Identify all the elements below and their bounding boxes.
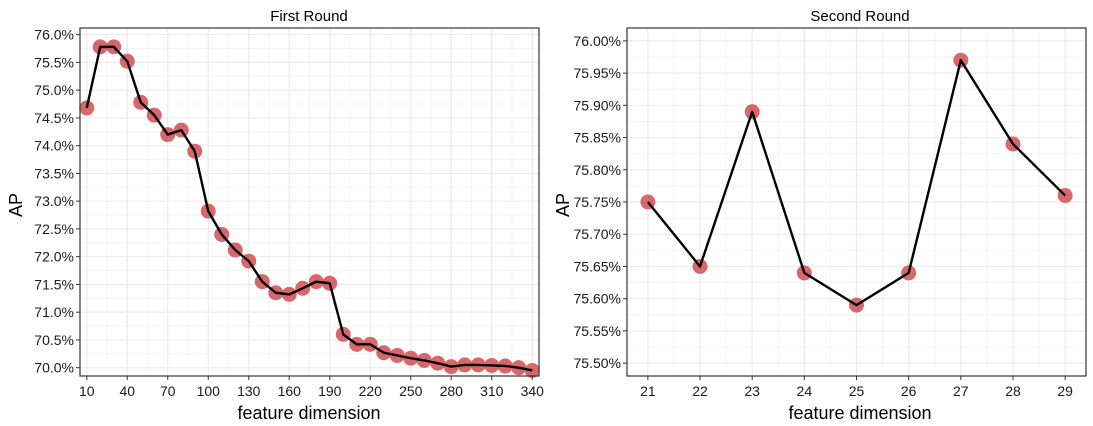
grid-lines [627,28,1086,376]
x-tick-label: 22 [692,383,708,399]
y-tick-label: 71.5% [34,276,74,292]
x-tick-label: 23 [744,383,760,399]
x-tick-label: 220 [359,383,383,399]
y-tick-label: 75.65% [574,258,621,274]
x-tick-label: 130 [237,383,261,399]
x-tick-label: 21 [640,383,656,399]
x-axis-title-first-round: feature dimension [237,403,380,423]
series-line [85,45,533,372]
x-axis-title-second-round: feature dimension [788,403,931,423]
y-tick-label: 75.5% [34,54,74,70]
x-tick-label: 70 [160,383,176,399]
x-tick-label: 340 [521,383,545,399]
y-tick-label: 75.60% [574,291,621,307]
panel-title-first-round: First Round [270,8,348,25]
y-tick-label: 70.0% [34,360,74,376]
axes: 10 40 70 100 130 160 190 220 250 280 310 340 70.0% 70… [34,27,544,399]
x-tick-label: 100 [197,383,221,399]
y-tick-label: 74.5% [34,110,74,126]
x-tick-label: 250 [399,383,423,399]
panel-title-second-round: Second Round [810,8,909,25]
x-tick-label: 160 [278,383,302,399]
y-tick-label: 72.5% [34,221,74,237]
x-tick-label: 27 [953,383,969,399]
x-tick-label: 25 [849,383,865,399]
panel-second-round: Second Round feature dimension AP 21 22 23… [553,8,1087,423]
x-tick-label: 28 [1005,383,1021,399]
x-tick-label: 280 [440,383,464,399]
y-tick-label: 72.0% [34,249,74,265]
grid-lines [80,28,539,376]
x-tick-label: 24 [797,383,813,399]
panel-border [79,27,540,377]
y-tick-label: 73.5% [34,165,74,181]
y-tick-label: 74.0% [34,138,74,154]
y-tick-label: 76.0% [34,27,74,43]
x-tick-label: 29 [1057,383,1073,399]
x-tick-label: 310 [480,383,504,399]
y-tick-label: 75.95% [574,65,621,81]
y-tick-label: 76.00% [574,33,621,49]
x-tick-label: 40 [119,383,135,399]
x-tick-label: 26 [901,383,917,399]
y-axis-title-first-round: AP [6,193,26,217]
x-tick-label: 10 [79,383,95,399]
y-tick-label: 75.0% [34,82,74,98]
y-axis-title-second-round: AP [553,193,573,217]
y-tick-label: 75.85% [574,130,621,146]
panel-first-round: First Round feature dimension AP 10 40 70 1… [6,8,544,423]
series-line [646,59,1066,307]
data-point-10 [79,100,95,116]
y-tick-label: 73.0% [34,193,74,209]
y-tick-label: 70.5% [34,332,74,348]
y-tick-label: 75.75% [574,194,621,210]
y-tick-label: 71.0% [34,304,74,320]
axes: 21 22 23 24 25 26 27 28 29 75.50% 75.55% 75.60% 75.6… [574,33,1074,399]
y-tick-label: 75.80% [574,162,621,178]
y-tick-label: 75.70% [574,226,621,242]
y-tick-label: 75.90% [574,97,621,113]
y-tick-label: 75.55% [574,323,621,339]
x-tick-label: 190 [318,383,342,399]
y-tick-label: 75.50% [574,355,621,371]
